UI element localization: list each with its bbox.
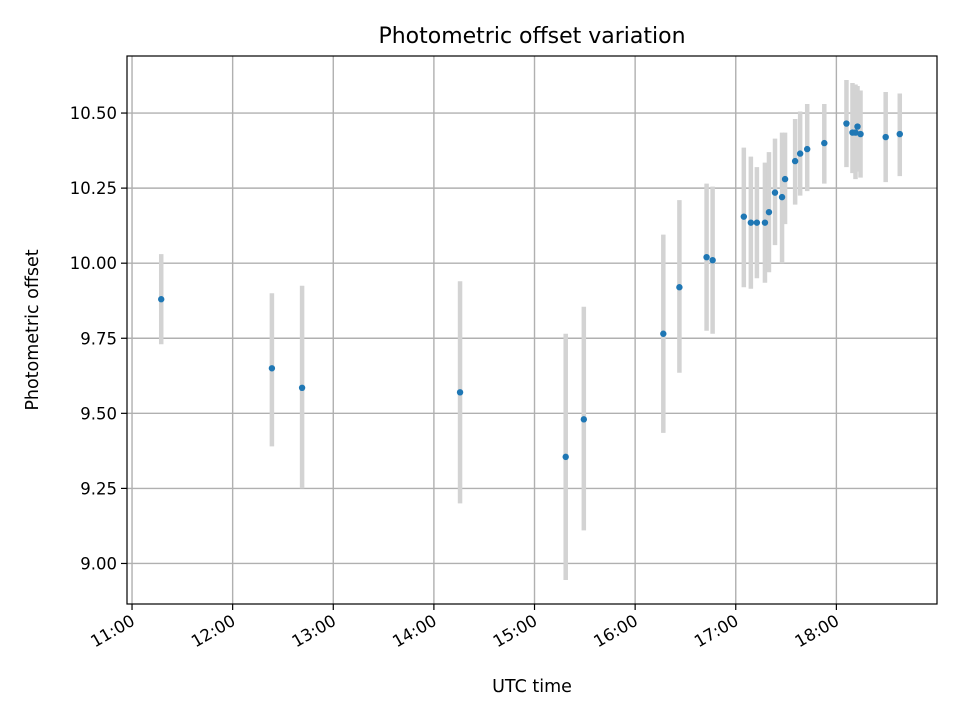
data-point (562, 453, 569, 461)
y-tick-label: 9.75 (80, 329, 117, 348)
data-point (740, 213, 748, 220)
data-point (857, 130, 864, 138)
data-point (781, 175, 789, 183)
y-tick-label: 9.50 (80, 404, 117, 423)
data-point (703, 253, 710, 261)
y-axis-ticks: 9.00 9.25 9.50 9.75 10.00 10.25 10.50 (70, 104, 127, 573)
y-tick-label: 10.25 (70, 179, 117, 198)
data-point (791, 157, 799, 165)
data-point (660, 330, 667, 337)
x-tick-label: 12:00 (188, 611, 239, 651)
y-tick-label: 10.00 (70, 254, 117, 273)
data-point (158, 296, 165, 303)
x-tick-label: 17:00 (691, 611, 742, 651)
data-point (843, 120, 850, 127)
data-point (852, 129, 859, 136)
data-point (771, 189, 779, 196)
x-tick-label: 18:00 (792, 611, 843, 651)
y-tick-label: 10.50 (70, 104, 117, 123)
y-tick-label: 9.00 (80, 554, 117, 573)
error-bars (158, 80, 903, 580)
y-tick-label: 9.25 (80, 479, 117, 498)
data-point (765, 208, 773, 216)
data-point (778, 193, 786, 201)
data-point (709, 256, 716, 264)
x-tick-label: 13:00 (289, 611, 340, 651)
data-point (796, 150, 804, 157)
x-tick-label: 16:00 (590, 611, 641, 651)
data-point (580, 416, 588, 423)
data-point (761, 219, 769, 226)
plot-frame (126, 55, 938, 605)
data-point (753, 219, 761, 226)
x-tick-label: 15:00 (490, 611, 541, 651)
data-point (268, 365, 276, 372)
grid-lines (127, 56, 937, 604)
data-point (803, 145, 811, 153)
x-tick-label: 11:00 (87, 611, 138, 651)
data-point (456, 389, 464, 396)
chart-title: Photometric offset variation (378, 24, 685, 49)
data-point (747, 219, 755, 226)
data-point (882, 133, 889, 141)
data-point (854, 123, 861, 130)
data-point (298, 384, 306, 392)
x-axis-ticks: 11:00 12:00 13:00 14:00 15:00 16:00 17:00 18:00 (87, 604, 842, 651)
y-axis-label: Photometric offset (23, 249, 43, 410)
data-point (896, 130, 903, 138)
x-tick-label: 14:00 (389, 611, 440, 651)
data-points (158, 120, 903, 461)
data-point (676, 284, 683, 291)
x-axis-label: UTC time (492, 677, 572, 697)
data-point (821, 139, 828, 147)
